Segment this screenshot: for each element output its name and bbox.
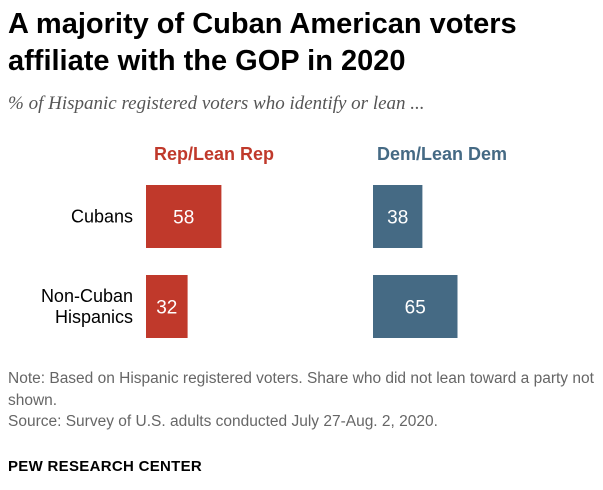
bar-rep: [146, 185, 222, 248]
brand-logo-text: PEW RESEARCH CENTER: [8, 458, 203, 475]
bar-value-label: 38: [387, 208, 408, 229]
legend-label-rep: Rep/Lean Rep: [154, 144, 274, 164]
note-text: Note: Based on Hispanic registered voter…: [8, 370, 594, 409]
chart-notes: Note: Based on Hispanic registered voter…: [8, 368, 600, 433]
bar-rep: [146, 275, 188, 338]
bar-dem: [373, 275, 458, 338]
bar-value-label: 65: [405, 298, 426, 319]
bar-value-label: 32: [156, 298, 177, 319]
bar-value-label: 58: [173, 208, 194, 229]
bar-chart: Rep/Lean Rep Dem/Lean Dem Cubans Non-Cuban H…: [41, 144, 507, 338]
chart-title: A majority of Cuban American voters affi…: [8, 8, 517, 77]
legend-label-dem: Dem/Lean Dem: [377, 144, 507, 164]
category-label: Cubans: [71, 207, 133, 227]
source-text: Source: Survey of U.S. adults conducted …: [8, 413, 438, 430]
category-label: Non-Cuban Hispanics: [41, 286, 133, 327]
bar-dem: [373, 185, 423, 248]
chart-subtitle: % of Hispanic registered voters who iden…: [8, 93, 425, 114]
